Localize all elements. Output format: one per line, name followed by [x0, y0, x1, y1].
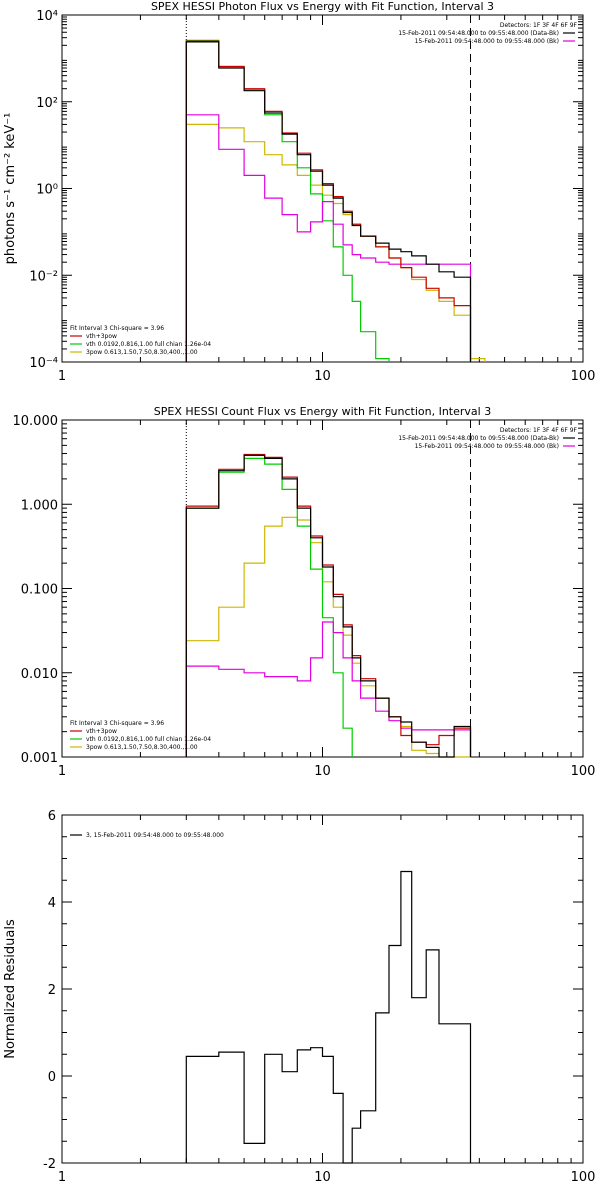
x-tick-label: 1	[58, 1170, 66, 1185]
series-line-bk	[185, 114, 472, 362]
legend-entry-label: 15-Feb-2011 09:54:48.000 to 09:55:48.000…	[415, 443, 559, 450]
x-tick-label: 100	[571, 369, 596, 384]
series-line-data-bk	[185, 41, 472, 362]
x-axis: 1 10 100	[58, 815, 596, 1185]
legend-entry-label: 15-Feb-2011 09:54:48.000 to 09:55:48.000…	[415, 38, 559, 45]
y-tick-label: 6	[48, 809, 56, 824]
legend-entry-label: 3, 15-Feb-2011 09:54:48.000 to 09:55:48.…	[86, 832, 224, 839]
plot-frame	[61, 814, 584, 1164]
legend-entry-label: vth+3pow	[86, 333, 117, 340]
y-tick-label: 10⁻²	[29, 269, 58, 284]
y-axis-label: photons s⁻¹ cm⁻² keV⁻¹	[3, 113, 18, 265]
y-axis: -2 0 2 4 6	[43, 809, 583, 1172]
legend-entry-label: 3pow 0.613,1.50,7.50,8.30,400.,1.00	[86, 349, 198, 356]
y-tick-label: 10⁴	[36, 9, 58, 24]
x-tick-label: 1	[58, 764, 66, 779]
legend-bottom: Fit Interval 3 Chi-square = 3.96vth+3pow…	[70, 720, 211, 751]
series-line-residuals	[185, 870, 472, 1164]
x-tick-label: 1	[58, 369, 66, 384]
series-group	[185, 870, 472, 1164]
legend-entry-label: 15-Feb-2011 09:54:48.000 to 09:55:48.000…	[398, 435, 559, 442]
y-tick-label: 0.001	[21, 751, 58, 766]
fit-legend-header: Fit Interval 3 Chi-square = 3.96	[70, 720, 164, 727]
y-tick-label: 0.100	[21, 583, 58, 598]
chart-panel-1: SPEX HESSI Photon Flux vs Energy with Fi…	[3, 0, 595, 384]
y-tick-label: 10.000	[13, 414, 59, 429]
series-line-3pow	[185, 123, 486, 362]
y-axis-label: Normalized Residuals	[3, 919, 18, 1059]
fit-legend-header: Fit Interval 3 Chi-square = 3.96	[70, 325, 164, 332]
x-axis: 1 10 100	[58, 15, 596, 384]
x-tick-label: 100	[571, 764, 596, 779]
y-tick-label: 0.010	[21, 667, 58, 682]
x-tick-label: 10	[314, 1170, 331, 1185]
y-axis: 10⁻⁴ 10⁻² 10⁰ 10² 10⁴	[29, 9, 583, 371]
x-tick-label: 100	[571, 1170, 596, 1185]
y-tick-label: 2	[48, 983, 56, 998]
legend-entry-label: vth 0.0192,0.816,1.00 full chian 1.26e-0…	[86, 341, 211, 348]
y-tick-label: 10²	[36, 96, 58, 111]
legend-entry-label: vth+3pow	[86, 728, 117, 735]
legend-entry-label: vth 0.0192,0.816,1.00 full chian 1.26e-0…	[86, 736, 211, 743]
legend-top: 3, 15-Feb-2011 09:54:48.000 to 09:55:48.…	[70, 832, 224, 839]
chart-panel-2: SPEX HESSI Count Flux vs Energy with Fit…	[13, 405, 596, 779]
series-line-vth	[185, 457, 353, 757]
series-line-3pow	[185, 516, 471, 758]
series-line-vth-3pow	[185, 453, 472, 757]
legend-bottom: Fit Interval 3 Chi-square = 3.96vth+3pow…	[70, 325, 211, 356]
series-line-vth	[185, 39, 390, 362]
x-tick-label: 10	[314, 369, 331, 384]
y-tick-label: 10⁻⁴	[29, 356, 58, 371]
series-line-bk	[185, 621, 472, 757]
y-tick-label: 10⁰	[36, 183, 58, 198]
series-group	[185, 453, 472, 758]
series-line-data-bk	[185, 454, 472, 758]
legend-header: Detectors: 1F 3F 4F 6F 9F	[500, 22, 578, 29]
y-axis: 0.001 0.010 0.100 1.000 10.000	[13, 414, 583, 766]
legend-entry-label: 3pow 0.613,1.50,7.50,8.30,400.,1.00	[86, 744, 198, 751]
chart-title: SPEX HESSI Count Flux vs Energy with Fit…	[154, 405, 491, 418]
y-tick-label: 1.000	[21, 498, 58, 513]
y-tick-label: 0	[48, 1070, 56, 1085]
series-group	[185, 39, 486, 362]
y-tick-label: 4	[48, 896, 56, 911]
chart-panel-3: 1 10 100 -2 0 2 4 6 Normalized Residuals 3, 15-Fe…	[3, 809, 595, 1185]
chart-title: SPEX HESSI Photon Flux vs Energy with Fi…	[151, 0, 494, 13]
x-tick-label: 10	[314, 764, 331, 779]
legend-header: Detectors: 1F 3F 4F 6F 9F	[500, 427, 578, 434]
y-tick-label: -2	[43, 1157, 56, 1172]
legend-entry-label: 15-Feb-2011 09:54:48.000 to 09:55:48.000…	[398, 30, 559, 37]
